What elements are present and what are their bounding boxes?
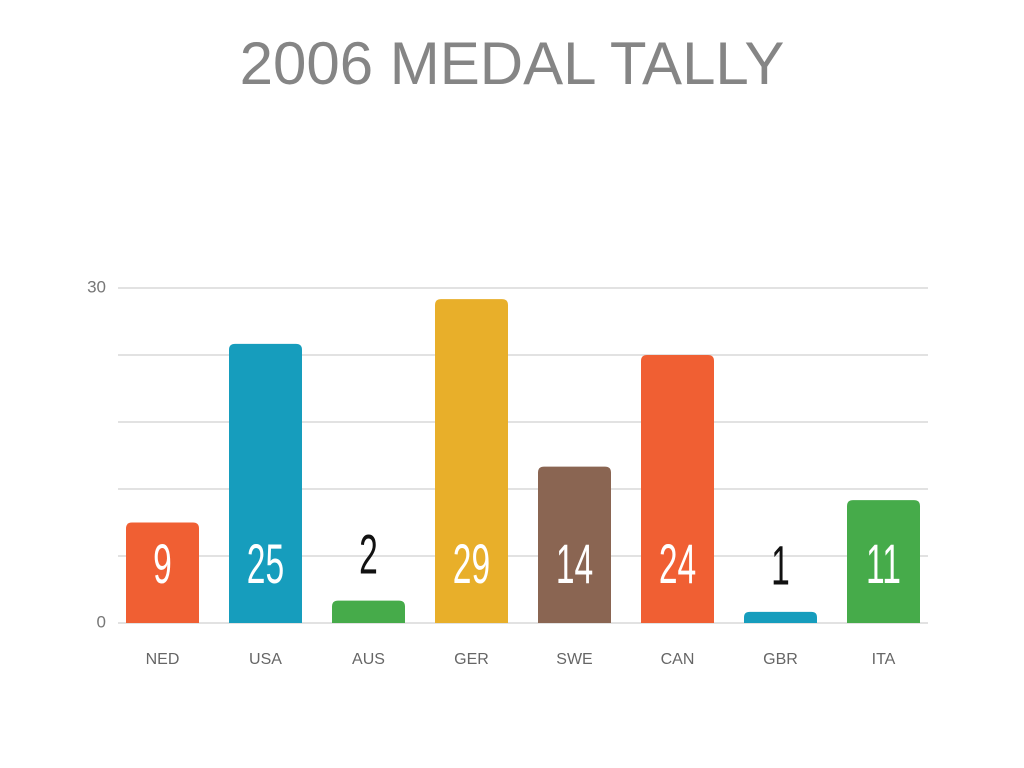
y-tick-label: 0 [97,612,106,631]
bar [332,600,405,623]
value-label: 1 [771,534,790,597]
x-tick-label: AUS [352,651,385,668]
bar [744,611,817,623]
y-tick-label: 30 [87,277,106,296]
x-tick-label: NED [146,651,180,668]
bar [847,500,920,623]
bar [126,522,199,623]
x-tick-label: GBR [763,651,798,668]
x-tick-label: GER [454,651,489,668]
bar [538,466,611,623]
bar [641,355,714,623]
x-tick-label: USA [249,651,282,668]
x-tick-label: ITA [872,651,896,668]
value-label: 14 [556,532,593,595]
bar [229,343,302,623]
value-label: 2 [359,523,378,586]
chart-title: 2006 MEDAL TALLY [240,30,785,97]
value-label: 29 [453,532,490,595]
x-tick-label: CAN [661,651,695,668]
value-label: 11 [866,532,901,595]
x-tick-label: SWE [556,651,592,668]
bar [435,299,508,623]
value-label: 9 [153,532,172,595]
value-label: 25 [247,532,284,595]
value-label: 24 [659,532,696,595]
